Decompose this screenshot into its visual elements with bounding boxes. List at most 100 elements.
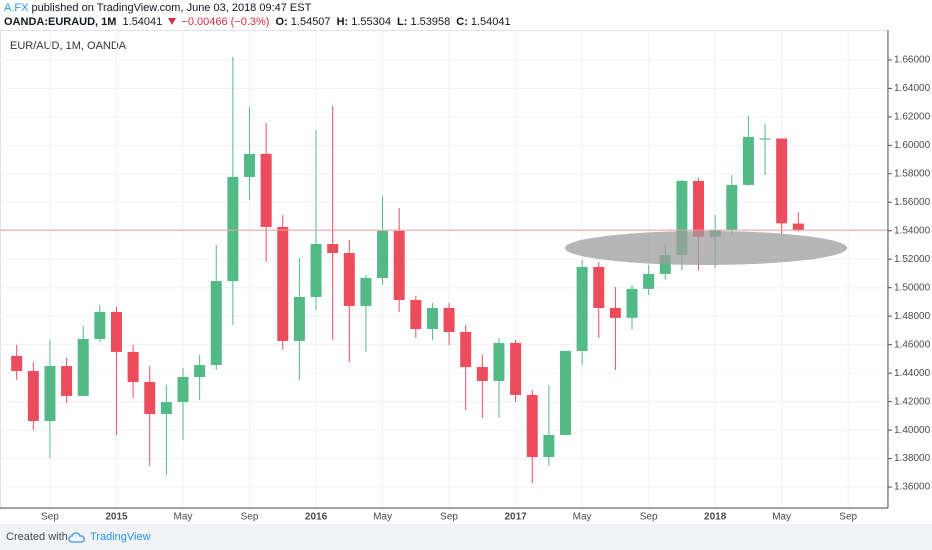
y-tick-label: 1.38000 xyxy=(894,453,931,464)
y-tick-label: 1.56000 xyxy=(894,197,931,208)
candle-body xyxy=(44,366,56,422)
x-tick-label: 2016 xyxy=(305,512,328,523)
candle-body xyxy=(277,226,289,341)
open-value: 1.54507 xyxy=(290,16,331,28)
candle-body xyxy=(543,434,555,458)
candle-body xyxy=(792,223,804,231)
candle-body xyxy=(160,402,172,415)
x-tick-label: 2017 xyxy=(504,512,527,523)
candle-body xyxy=(210,281,222,366)
candle-body xyxy=(609,307,621,318)
y-tick-label: 1.64000 xyxy=(894,83,931,94)
candle-body xyxy=(526,394,538,458)
created-with: Created with xyxy=(6,531,68,543)
publish-line: A.FX published on TradingView.com, June 0… xyxy=(4,2,314,14)
down-arrow xyxy=(168,18,177,25)
change: −0.00466 (−0.3%) xyxy=(181,16,270,28)
plot-frame xyxy=(0,30,888,509)
candle-body xyxy=(94,311,106,339)
candle-body xyxy=(443,307,455,333)
candle-body xyxy=(659,254,671,274)
candle-body xyxy=(310,244,322,297)
candle-body xyxy=(177,377,189,403)
candle-body xyxy=(559,350,571,435)
x-tick-label: Sep xyxy=(839,512,857,523)
y-tick-label: 1.58000 xyxy=(894,168,931,179)
candle-body xyxy=(293,296,305,341)
y-tick-label: 1.60000 xyxy=(894,140,931,151)
high-label: H: xyxy=(336,16,349,28)
candle-body xyxy=(576,266,588,351)
low-label: L: xyxy=(397,16,408,28)
x-tick-label: Sep xyxy=(640,512,658,523)
x-tick-label: May xyxy=(772,512,791,523)
x-tick-label: May xyxy=(573,512,592,523)
candle-body xyxy=(27,371,39,422)
open-label: O: xyxy=(275,16,288,28)
footer: Created with TradingView xyxy=(0,524,932,550)
highlight-ellipse xyxy=(565,231,847,265)
y-tick-label: 1.40000 xyxy=(894,425,931,436)
x-tick-label: Sep xyxy=(440,512,458,523)
candle-body xyxy=(693,180,705,237)
candle-body xyxy=(726,184,738,230)
candle-body xyxy=(11,355,23,372)
close-value: 1.54041 xyxy=(470,16,511,28)
candle-body xyxy=(426,307,438,330)
candle-body xyxy=(510,342,522,395)
candle-body xyxy=(493,342,505,381)
x-tick-label: Sep xyxy=(241,512,259,523)
brand[interactable]: TradingView xyxy=(90,531,151,543)
candle-body xyxy=(593,266,605,308)
y-tick-label: 1.62000 xyxy=(894,111,931,122)
candle-body xyxy=(476,367,488,381)
candle-body xyxy=(742,136,754,185)
candle-body xyxy=(227,176,239,282)
candle-body xyxy=(127,351,139,382)
candle-body xyxy=(61,366,73,396)
candle-body xyxy=(460,332,472,368)
y-tick-label: 1.42000 xyxy=(894,396,931,407)
candle-body xyxy=(244,153,256,177)
x-tick-label: May xyxy=(373,512,392,523)
high-value: 1.55304 xyxy=(351,16,391,28)
symbol-line: OANDA:EURAUD, 1M 1.54041 −0.00466 (−0.3%… xyxy=(4,16,514,28)
logo xyxy=(68,532,86,543)
candle-body xyxy=(626,288,638,318)
candle-body xyxy=(393,230,405,300)
candle-body xyxy=(776,138,788,224)
y-tick-label: 1.50000 xyxy=(894,282,931,293)
author[interactable]: A.FX xyxy=(4,2,29,14)
candle-body xyxy=(410,299,422,330)
candle-body xyxy=(110,311,122,352)
y-tick-label: 1.54000 xyxy=(894,225,931,236)
candle-body xyxy=(643,273,655,289)
candle-body xyxy=(260,153,272,227)
candle-body xyxy=(377,230,389,279)
y-tick-label: 1.48000 xyxy=(894,311,931,322)
x-tick-label: 2015 xyxy=(105,512,128,523)
low-value: 1.53958 xyxy=(410,16,451,28)
y-tick-label: 1.52000 xyxy=(894,254,931,265)
y-tick-label: 1.46000 xyxy=(894,339,931,350)
candle-body xyxy=(77,338,89,396)
published: published on TradingView.com, June 03, 2… xyxy=(31,2,312,14)
candle-body xyxy=(343,252,355,306)
candle-body xyxy=(360,278,372,306)
x-tick-label: Sep xyxy=(41,512,59,523)
candle-body xyxy=(144,381,156,415)
x-tick-label: 2018 xyxy=(704,512,727,523)
candle-body xyxy=(759,138,771,140)
symbol: OANDA:EURAUD, 1M xyxy=(4,16,117,28)
candle-body xyxy=(194,365,206,378)
last-price: 1.54041 xyxy=(122,16,163,28)
chart: EUR/AUD, 1M, OANDA 1.36000 1.38000 1.40000… xyxy=(0,30,931,523)
y-tick-label: 1.36000 xyxy=(894,482,931,493)
candle-body xyxy=(676,180,688,255)
candle-body xyxy=(327,244,339,253)
chart-title: EUR/AUD, 1M, OANDA xyxy=(10,40,127,52)
close-label: C: xyxy=(456,16,468,28)
y-tick-label: 1.44000 xyxy=(894,368,931,379)
y-tick-label: 1.66000 xyxy=(894,55,931,66)
